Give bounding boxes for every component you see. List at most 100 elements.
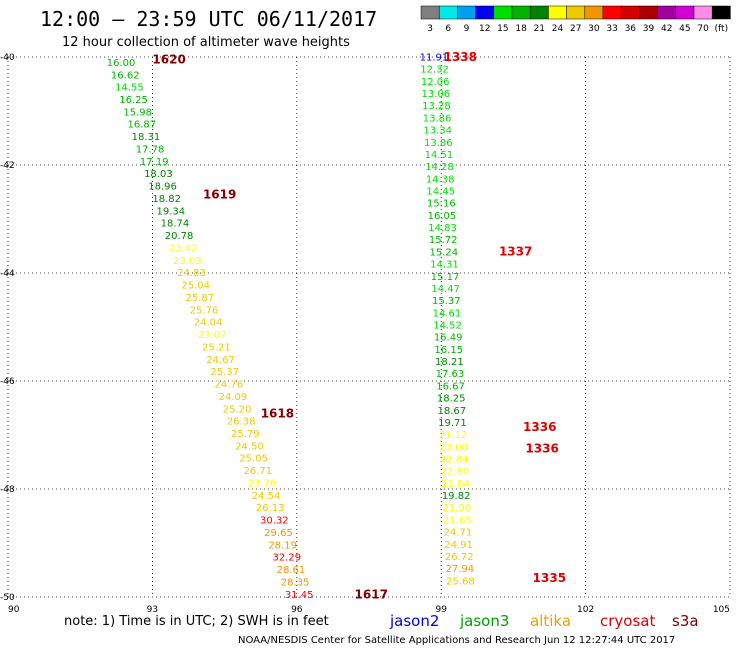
x-tick-label: 102	[577, 605, 594, 615]
wave-height-value: 16.00	[107, 58, 136, 69]
color-scale-tick-label: 15	[497, 24, 508, 34]
pass-number-label: 1619	[203, 188, 236, 202]
wave-height-value: 14.38	[426, 174, 455, 185]
pass-number-label: 1617	[355, 587, 388, 601]
wave-height-value: 15.37	[432, 296, 461, 307]
color-scale-swatch	[475, 5, 495, 20]
color-scale-tick-label: 24	[552, 24, 564, 34]
wave-height-value: 23.03	[173, 256, 202, 267]
chart-title: 12:00 – 23:59 UTC 06/11/2017	[40, 7, 377, 31]
color-scale-tick-label: 45	[679, 24, 690, 34]
wave-height-value: 15.17	[431, 272, 460, 283]
color-scale-tick-label: (ft)	[715, 24, 729, 34]
pass-number-label: 1338	[444, 50, 477, 64]
wave-height-value: 26.72	[445, 552, 474, 563]
wave-height-value: 13.86	[424, 138, 453, 149]
wave-height-value: 30.32	[260, 516, 289, 527]
wave-height-value: 18.67	[438, 406, 467, 417]
color-scale-swatch	[584, 5, 604, 20]
wave-height-value: 14.45	[426, 186, 455, 197]
satellite-legend-jason2: jason2	[389, 612, 439, 630]
color-scale-tick-label: 18	[515, 24, 527, 34]
wave-height-value: 18.96	[148, 182, 177, 193]
wave-height-value: 15.72	[429, 235, 458, 246]
satellite-legend-cryosat: cryosat	[600, 612, 655, 630]
wave-height-value: 29.65	[264, 528, 293, 539]
wave-height-value: 18.82	[152, 194, 181, 205]
y-tick-label: -46	[0, 377, 15, 387]
wave-height-value: 17.19	[140, 157, 169, 168]
wave-height-value: 19.82	[442, 491, 471, 502]
color-scale-tick-label: 12	[479, 24, 490, 34]
wave-height-value: 12.06	[421, 77, 450, 88]
wave-height-value: 22.84	[440, 454, 469, 465]
wave-height-value: 23.07	[198, 330, 227, 341]
wave-height-value: 13.28	[422, 101, 451, 112]
pass-number-label: 1620	[152, 53, 185, 67]
wave-height-value: 14.28	[425, 162, 454, 173]
y-tick-label: -44	[0, 269, 15, 279]
color-scale-tick-label: 30	[588, 24, 600, 34]
wave-height-value: 13.86	[423, 113, 452, 124]
wave-height-value: 28.35	[281, 577, 310, 588]
wave-height-value: 32.29	[272, 553, 301, 564]
pass-number-label: 1336	[525, 442, 558, 456]
color-scale-swatch	[548, 5, 567, 20]
wave-height-value: 24.09	[219, 392, 248, 403]
chart-subtitle: 12 hour collection of altimeter wave hei…	[62, 35, 350, 50]
wave-height-value: 24.83	[177, 268, 206, 279]
wave-height-value: 14.52	[433, 320, 462, 331]
pass-number-label: 1336	[523, 420, 556, 434]
footer-credit: NOAA/NESDIS Center for Satellite Applica…	[238, 635, 675, 646]
wave-height-value: 21.65	[443, 515, 472, 526]
wave-height-value: 16.87	[128, 120, 157, 131]
color-scale-swatch	[493, 5, 513, 20]
wave-height-value: 16.25	[119, 95, 148, 106]
y-tick-label: -48	[0, 485, 15, 495]
x-tick-label: 93	[147, 605, 158, 615]
x-tick-label: 99	[435, 605, 447, 615]
color-scale-swatch	[420, 5, 440, 20]
x-tick-label: 105	[713, 605, 730, 615]
wave-height-value: 18.03	[144, 169, 173, 180]
color-scale-tick-label: 3	[427, 24, 433, 34]
y-tick-label: -40	[0, 53, 15, 63]
wave-height-value: 18.25	[437, 394, 466, 405]
wave-height-value: 24.76	[214, 380, 243, 391]
wave-height-value: 23.76	[248, 478, 277, 489]
x-tick-label: 90	[8, 605, 20, 615]
wave-height-value: 26.71	[243, 466, 272, 477]
color-scale-swatch	[602, 5, 622, 20]
wave-height-value: 28.61	[277, 565, 306, 576]
wave-height-value: 19.34	[156, 206, 185, 217]
wave-height-value: 14.61	[433, 308, 462, 319]
wave-height-value: 15.98	[123, 107, 152, 118]
satellite-legend-s3a: s3a	[672, 612, 699, 630]
color-scale-tick-label: 21	[534, 24, 545, 34]
wave-height-value: 16.49	[434, 333, 463, 344]
wave-height-value: 24.71	[444, 528, 473, 539]
wave-height-value: 15.24	[430, 247, 459, 258]
color-scale-swatch	[657, 5, 677, 20]
wave-height-value: 13.34	[423, 126, 452, 137]
wave-height-value: 21.84	[441, 479, 470, 490]
color-scale-swatch	[675, 5, 695, 20]
wave-height-value: 22.80	[441, 467, 470, 478]
wave-height-value: 19.71	[438, 418, 467, 429]
pass-number-label: 1335	[533, 571, 566, 585]
color-scale-swatch	[438, 5, 458, 20]
color-scale-swatch	[511, 5, 531, 20]
wave-height-value: 23.00	[439, 442, 468, 453]
wave-height-value: 16.15	[434, 345, 463, 356]
wave-height-value: 25.20	[223, 404, 252, 415]
wave-height-value: 25.37	[210, 367, 239, 378]
color-scale-swatch	[457, 5, 476, 20]
wave-height-value: 25.04	[181, 281, 210, 292]
satellite-legend-altika: altika	[530, 612, 571, 630]
color-scale-swatch	[529, 5, 549, 20]
color-scale-swatch	[711, 5, 731, 20]
pass-number-label: 1337	[499, 244, 532, 258]
color-scale-tick-label: 36	[625, 24, 637, 34]
wave-height-value: 18.31	[132, 132, 161, 143]
